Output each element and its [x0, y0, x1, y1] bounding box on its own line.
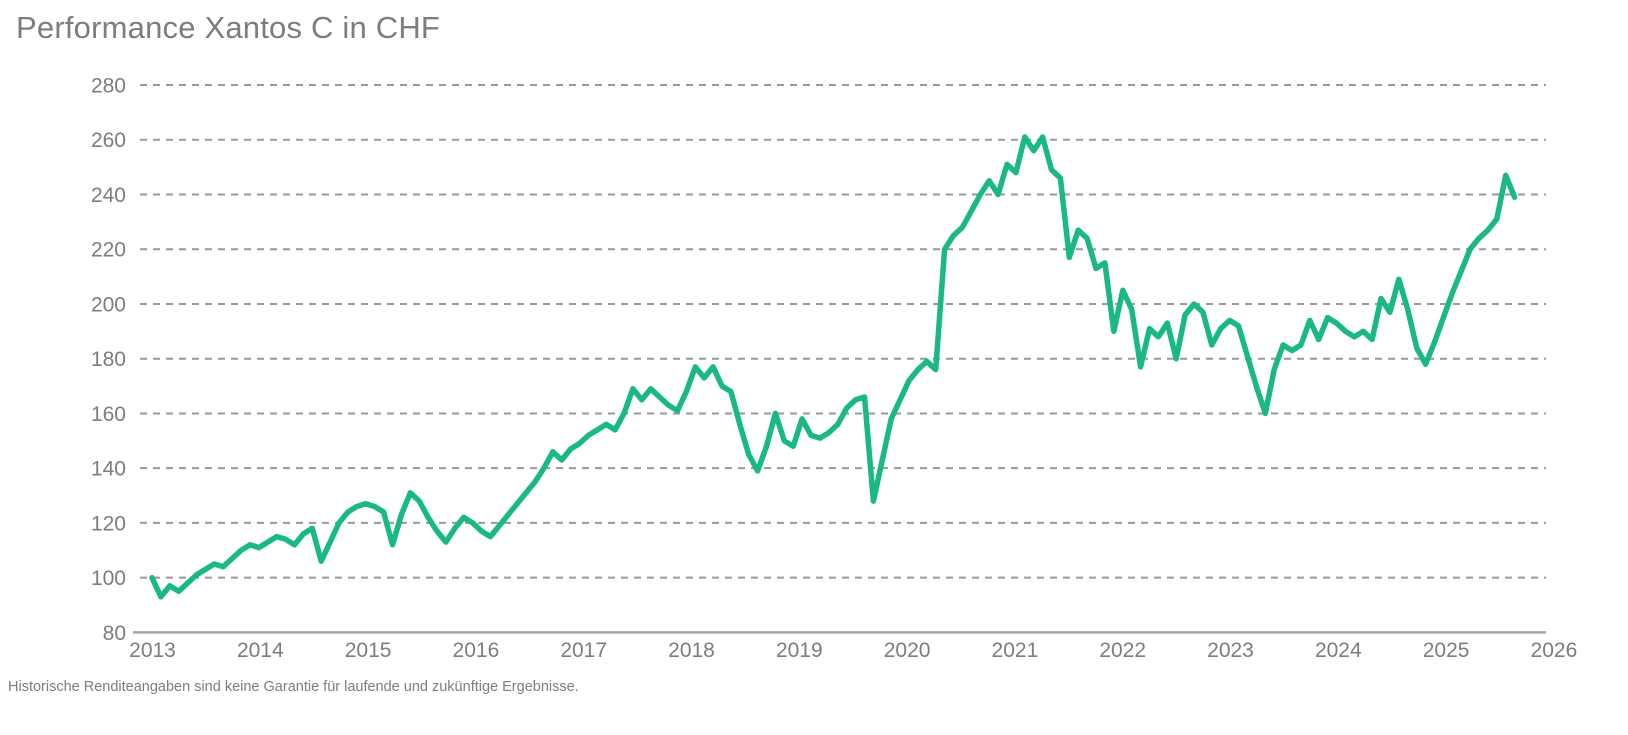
y-tick-label-80: 80 — [103, 622, 126, 645]
x-tick-label-2016: 2016 — [453, 639, 500, 662]
x-tick-label-2024: 2024 — [1315, 639, 1362, 662]
y-tick-label-240: 240 — [91, 184, 126, 207]
gridlines — [133, 84, 1546, 634]
y-tick-label-280: 280 — [91, 75, 126, 98]
x-tick-label-2021: 2021 — [992, 639, 1039, 662]
y-tick-label-180: 180 — [91, 348, 126, 371]
y-tick-label-260: 260 — [91, 129, 126, 152]
y-tick-label-140: 140 — [91, 458, 126, 481]
y-tick-label-100: 100 — [91, 567, 126, 590]
x-tick-label-2025: 2025 — [1423, 639, 1470, 662]
x-tick-label-2023: 2023 — [1207, 639, 1254, 662]
y-tick-label-220: 220 — [91, 239, 126, 262]
y-tick-label-120: 120 — [91, 512, 126, 535]
x-tick-label-2017: 2017 — [560, 639, 607, 662]
x-tick-label-2015: 2015 — [345, 639, 392, 662]
x-axis-labels: 2013 2014 2015 2016 2017 2018 2019 2020 2021 2022… — [129, 639, 1577, 662]
x-tick-label-2019: 2019 — [776, 639, 823, 662]
x-tick-label-2014: 2014 — [237, 639, 284, 662]
x-tick-label-2022: 2022 — [1099, 639, 1146, 662]
x-tick-label-2026: 2026 — [1531, 639, 1578, 662]
performance-line — [149, 134, 1518, 600]
x-tick-label-2013: 2013 — [129, 639, 176, 662]
y-tick-label-200: 200 — [91, 293, 126, 316]
series-line-group — [149, 134, 1518, 600]
x-tick-label-2020: 2020 — [884, 639, 931, 662]
disclaimer-text: Historische Renditeangaben sind keine Ga… — [8, 679, 579, 695]
y-axis-labels: 280 260 240 220 200 180 160 140 120 100 80 — [91, 75, 126, 645]
y-tick-label-160: 160 — [91, 403, 126, 426]
x-tick-label-2018: 2018 — [668, 639, 715, 662]
chart-title: Performance Xantos C in CHF — [16, 10, 441, 45]
